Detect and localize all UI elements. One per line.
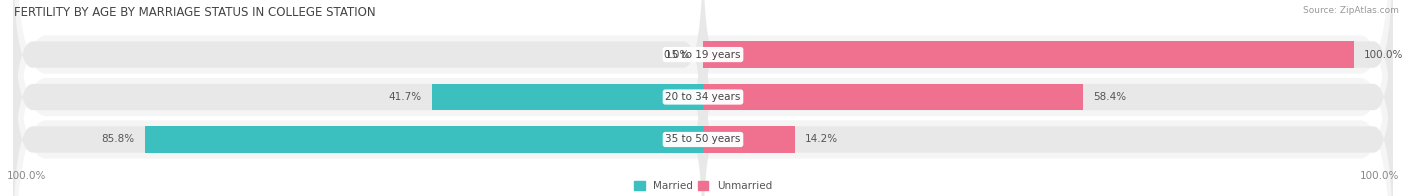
Bar [703,41,1354,68]
FancyBboxPatch shape [13,0,1393,196]
Text: 100.0%: 100.0% [1360,171,1399,181]
FancyBboxPatch shape [703,0,1393,196]
FancyBboxPatch shape [13,0,703,196]
Text: FERTILITY BY AGE BY MARRIAGE STATUS IN COLLEGE STATION: FERTILITY BY AGE BY MARRIAGE STATUS IN C… [14,6,375,19]
Text: Source: ZipAtlas.com: Source: ZipAtlas.com [1303,6,1399,15]
Text: 100.0%: 100.0% [7,171,46,181]
Text: 15 to 19 years: 15 to 19 years [665,50,741,60]
Text: 14.2%: 14.2% [806,134,838,144]
Bar [432,84,703,110]
Text: 85.8%: 85.8% [101,134,135,144]
Text: 41.7%: 41.7% [388,92,422,102]
FancyBboxPatch shape [703,25,1393,196]
Text: 20 to 34 years: 20 to 34 years [665,92,741,102]
Text: 35 to 50 years: 35 to 50 years [665,134,741,144]
FancyBboxPatch shape [13,0,703,169]
Bar [145,126,703,153]
Text: 100.0%: 100.0% [1364,50,1403,60]
Text: 58.4%: 58.4% [1092,92,1126,102]
FancyBboxPatch shape [13,25,703,196]
Text: 0.0%: 0.0% [664,50,690,60]
Bar [703,84,1083,110]
FancyBboxPatch shape [13,0,1393,196]
FancyBboxPatch shape [13,0,1393,196]
FancyBboxPatch shape [703,0,1393,169]
Bar [703,126,796,153]
Legend: Married, Unmarried: Married, Unmarried [634,181,772,191]
